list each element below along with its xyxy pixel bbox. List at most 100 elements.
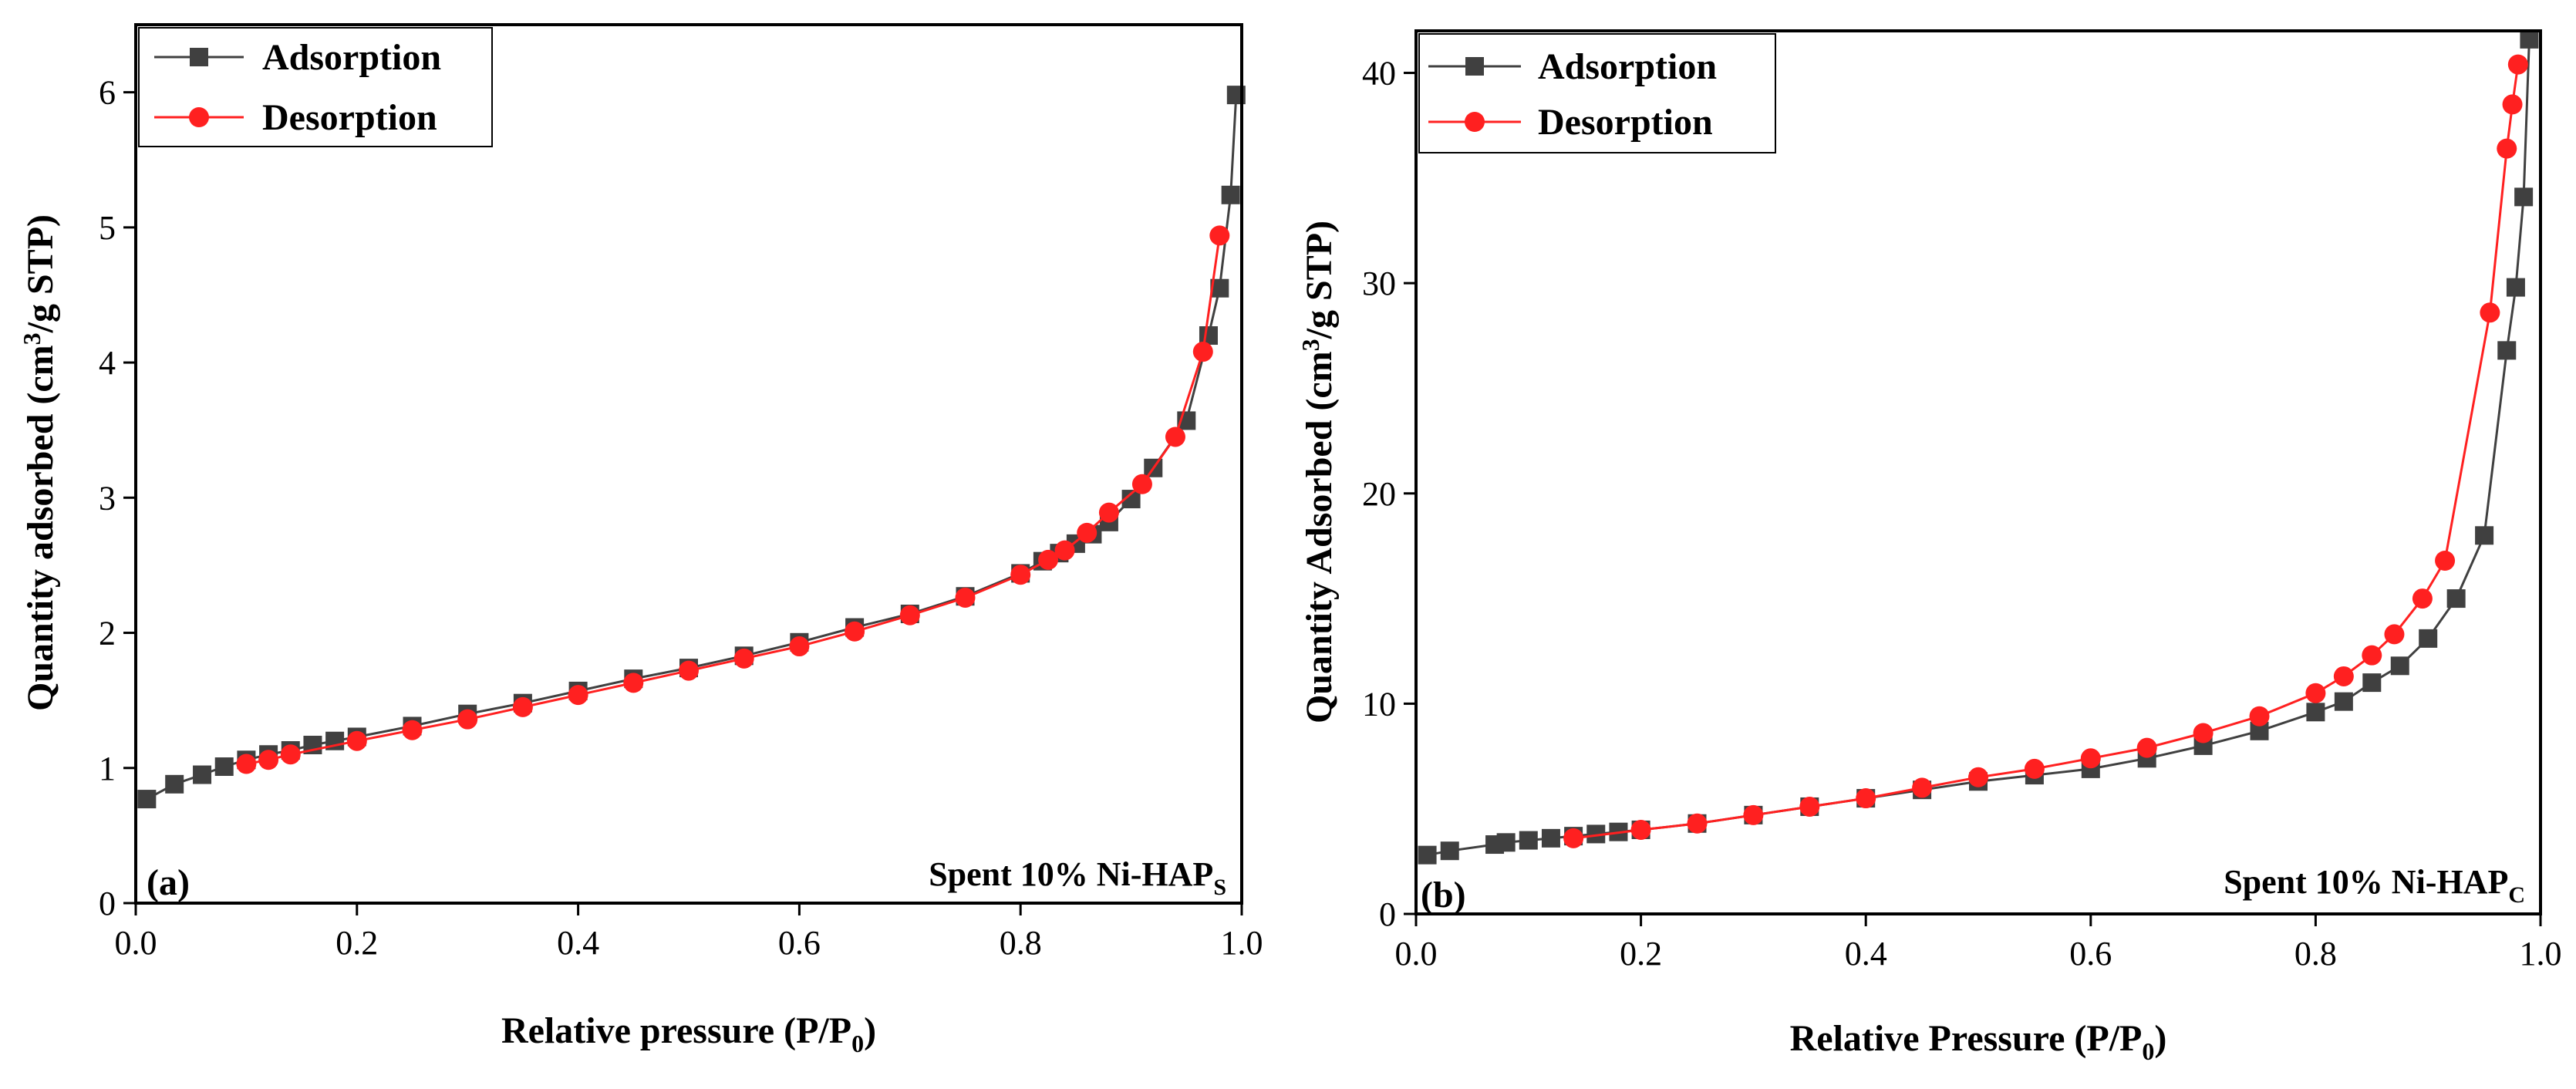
- desorption-point-b-17: [2412, 588, 2433, 609]
- desorption-point-a-22: [1192, 342, 1213, 362]
- desorption-point-a-14: [955, 587, 976, 608]
- x-tick-label-b-3: 0.6: [2069, 935, 2112, 973]
- x-axis-title-suffix-b: ): [2154, 1018, 2166, 1059]
- adsorption-point-b-29: [2506, 278, 2525, 297]
- x-tick-label-a-5: 1.0: [1221, 924, 1263, 962]
- adsorption-point-b-31: [2520, 29, 2539, 49]
- y-tick-label-b-1: 10: [1362, 685, 1396, 723]
- sample-annotation-b: Spent 10% Ni-HAPC: [2224, 863, 2525, 908]
- desorption-point-b-11: [2193, 723, 2214, 743]
- sample-annotation-subscript-b: C: [2508, 882, 2525, 908]
- x-axis-title-b: Relative Pressure (P/P0): [1790, 1018, 2167, 1065]
- desorption-point-a-4: [402, 720, 423, 740]
- desorption-point-b-10: [2136, 737, 2157, 758]
- adsorption-point-b-24: [2390, 656, 2409, 676]
- y-tick-label-b-3: 30: [1362, 265, 1396, 302]
- desorption-point-b-13: [2305, 683, 2326, 703]
- desorption-point-a-9: [679, 660, 699, 681]
- adsorption-point-b-28: [2497, 341, 2517, 360]
- x-axis-title-text-b: Relative Pressure (P/P: [1790, 1018, 2143, 1059]
- desorption-point-b-7: [1968, 767, 1988, 787]
- desorption-point-b-18: [2435, 551, 2456, 571]
- x-tick-label-b-5: 1.0: [2520, 935, 2562, 973]
- x-tick-label-a-3: 0.6: [778, 924, 821, 962]
- y-axis-title-text-a: Quantity adsorbed (cm: [20, 345, 61, 711]
- adsorption-point-b-26: [2446, 589, 2466, 609]
- x-axis-title-a: Relative pressure (P/P0): [501, 1010, 876, 1057]
- y-tick-label-a-1: 1: [99, 750, 116, 787]
- y-axis-title-suffix-a: /g STP): [20, 214, 61, 333]
- sample-annotation-subscript-a: S: [1213, 875, 1226, 900]
- adsorption-point-b-4: [1519, 831, 1538, 850]
- y-tick-label-a-6: 6: [99, 74, 116, 112]
- adsorption-point-b-23: [2362, 673, 2382, 693]
- y-tick-label-b-2: 20: [1362, 475, 1396, 513]
- y-tick-label-a-3: 3: [99, 479, 116, 517]
- sample-annotation-a: Spent 10% Ni-HAPS: [929, 855, 1226, 900]
- desorption-point-b-12: [2249, 706, 2270, 727]
- y-axis-title-superscript-a: 3: [18, 332, 46, 345]
- x-tick-label-b-1: 0.2: [1620, 935, 1662, 973]
- desorption-point-b-8: [2024, 758, 2045, 779]
- x-tick-label-b-4: 0.8: [2294, 935, 2337, 973]
- adsorption-point-b-5: [1541, 828, 1560, 848]
- desorption-point-a-15: [1010, 565, 1031, 585]
- adsorption-point-a-1: [165, 774, 184, 794]
- adsorption-point-a-30: [1199, 326, 1218, 346]
- ticks-b: 0.0 0.2 0.4 0.6 0.8 1.0 0 10 20 30 40: [1362, 55, 2562, 973]
- x-axis-title-text-a: Relative pressure (P/P: [501, 1010, 851, 1051]
- desorption-point-b-0: [1563, 828, 1584, 848]
- desorption-point-a-20: [1131, 474, 1152, 494]
- y-axis-title-suffix-b: /g STP): [1299, 221, 1340, 339]
- legend-a: Adsorption Desorption: [138, 27, 493, 147]
- legend-desorption-label-a: Desorption: [262, 97, 437, 138]
- desorption-point-a-11: [789, 636, 810, 657]
- desorption-point-a-12: [845, 621, 865, 642]
- y-tick-label-a-2: 2: [99, 615, 116, 652]
- panel-label-b: (b): [1421, 875, 1466, 915]
- desorption-point-a-1: [258, 750, 279, 770]
- chart-panel-a: 0.0 0.2 0.4 0.6 0.8 1.0 0 1 2 3 4 5 6 Adsorption Des…: [18, 23, 1263, 1057]
- desorption-point-b-1: [1630, 819, 1651, 840]
- legend-desorption-marker-b: [1465, 112, 1485, 132]
- adsorption-point-b-22: [2334, 692, 2353, 711]
- desorption-point-b-5: [1856, 788, 1876, 809]
- x-tick-label-b-2: 0.4: [1845, 935, 1887, 973]
- adsorption-point-a-32: [1221, 185, 1240, 204]
- adsorption-point-b-27: [2475, 526, 2494, 545]
- adsorption-point-b-21: [2306, 703, 2325, 722]
- x-tick-label-a-4: 0.8: [1000, 924, 1042, 962]
- adsorption-point-a-3: [214, 757, 234, 777]
- legend-adsorption-marker-b: [1465, 57, 1484, 76]
- plot-frame-b: [1414, 29, 2542, 915]
- desorption-point-b-14: [2333, 666, 2354, 686]
- desorption-point-a-3: [346, 730, 367, 751]
- y-axis-title-text-b: Quantity Adsorbed (cm: [1299, 351, 1340, 723]
- legend-adsorption-label-a: Adsorption: [262, 37, 441, 78]
- x-axis-title-subscript-b: 0: [2142, 1037, 2154, 1065]
- sample-annotation-text-b: Spent 10% Ni-HAP: [2224, 863, 2508, 901]
- desorption-point-a-21: [1165, 426, 1185, 447]
- desorption-point-b-2: [1687, 813, 1708, 834]
- desorption-point-b-15: [2362, 645, 2382, 666]
- y-axis-title-a: Quantity adsorbed (cm3/g STP): [18, 214, 61, 711]
- desorption-point-a-16: [1038, 549, 1059, 570]
- x-tick-label-a-2: 0.4: [557, 924, 599, 962]
- sample-annotation-text-a: Spent 10% Ni-HAP: [929, 855, 1213, 893]
- desorption-point-a-17: [1054, 540, 1075, 561]
- plot-content-a: [137, 86, 1246, 809]
- legend-b: Adsorption Desorption: [1418, 33, 1776, 153]
- x-tick-label-b-0: 0.0: [1395, 935, 1438, 973]
- desorption-point-a-23: [1209, 225, 1230, 246]
- y-tick-label-a-4: 4: [99, 344, 116, 382]
- desorption-point-a-18: [1077, 522, 1097, 543]
- desorption-point-b-20: [2497, 138, 2517, 159]
- adsorption-point-a-0: [137, 790, 157, 809]
- desorption-point-b-6: [1912, 777, 1933, 798]
- y-tick-label-b-0: 0: [1379, 895, 1396, 933]
- desorption-point-a-8: [623, 673, 644, 693]
- adsorption-point-b-3: [1496, 833, 1516, 852]
